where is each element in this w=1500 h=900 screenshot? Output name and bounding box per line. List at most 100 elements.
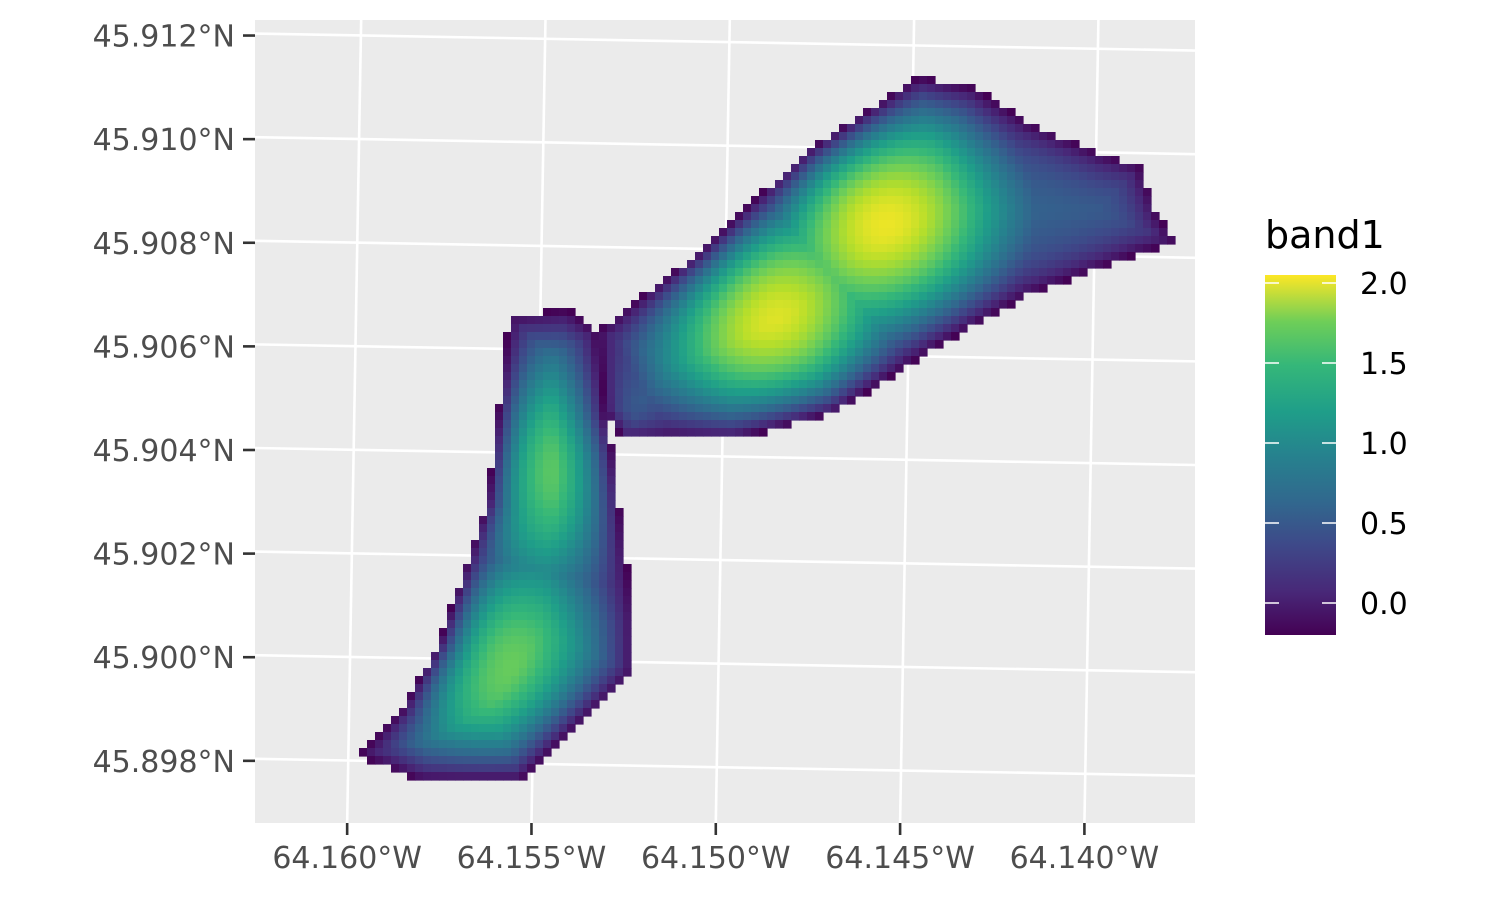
raster-cell [951,324,960,333]
raster-cell [951,100,960,109]
raster-cell [519,564,528,573]
raster-cell [551,716,560,725]
raster-cell [727,420,736,429]
raster-cell [607,484,616,493]
raster-cell [767,220,776,229]
raster-cell [759,380,768,389]
raster-cell [927,340,936,349]
raster-cell [535,668,544,677]
raster-cell [1007,212,1016,221]
raster-cell [551,500,560,509]
raster-cell [887,132,896,141]
raster-cell [951,108,960,117]
raster-cell [623,308,632,317]
raster-cell [503,348,512,357]
raster-cell [975,212,984,221]
raster-cell [1031,268,1040,277]
raster-cell [519,404,528,413]
raster-cell [1095,236,1104,245]
raster-cell [727,324,736,333]
raster-cell [583,388,592,397]
raster-cell [759,332,768,341]
raster-cell [823,380,832,389]
raster-cell [815,156,824,165]
raster-cell [567,364,576,373]
raster-cell [1023,132,1032,141]
raster-cell [975,276,984,285]
raster-cell [735,380,744,389]
raster-cell [535,340,544,349]
raster-cell [807,196,816,205]
raster-cell [911,284,920,293]
raster-cell [511,396,520,405]
raster-cell [751,404,760,413]
raster-cell [535,692,544,701]
raster-cell [599,428,608,437]
raster-cell [511,596,520,605]
raster-cell [743,300,752,309]
raster-cell [1047,220,1056,229]
raster-cell [807,148,816,157]
raster-cell [543,420,552,429]
raster-cell [679,420,688,429]
raster-cell [927,84,936,93]
raster-cell [719,364,728,373]
raster-cell [815,188,824,197]
raster-cell [855,268,864,277]
raster-cell [471,716,480,725]
raster-cell [735,268,744,277]
raster-cell [1063,188,1072,197]
raster-cell [599,476,608,485]
raster-cell [663,396,672,405]
raster-cell [895,164,904,173]
raster-cell [983,308,992,317]
raster-cell [559,500,568,509]
raster-cell [671,420,680,429]
raster-cell [831,268,840,277]
raster-cell [943,260,952,269]
raster-cell [1087,228,1096,237]
raster-cell [919,236,928,245]
raster-cell [799,316,808,325]
raster-cell [479,668,488,677]
raster-cell [815,380,824,389]
raster-cell [503,452,512,461]
raster-cell [535,708,544,717]
raster-cell [575,492,584,501]
raster-cell [703,356,712,365]
raster-cell [903,100,912,109]
raster-cell [919,228,928,237]
raster-cell [679,308,688,317]
raster-cell [839,172,848,181]
raster-cell [631,340,640,349]
raster-cell [535,324,544,333]
raster-cell [519,340,528,349]
raster-cell [503,620,512,629]
raster-cell [1023,228,1032,237]
raster-cell [583,540,592,549]
raster-cell [591,532,600,541]
raster-cell [767,324,776,333]
raster-cell [911,132,920,141]
raster-cell [543,620,552,629]
raster-cell [551,668,560,677]
raster-cell [487,700,496,709]
raster-cell [535,476,544,485]
raster-cell [559,364,568,373]
raster-cell [471,540,480,549]
raster-cell [687,268,696,277]
raster-cell [863,164,872,173]
raster-cell [583,580,592,589]
raster-cell [887,348,896,357]
raster-cell [895,364,904,373]
raster-cell [815,236,824,245]
raster-cell [775,364,784,373]
raster-cell [815,332,824,341]
raster-cell [1015,124,1024,133]
raster-cell [503,748,512,757]
raster-cell [543,596,552,605]
raster-cell [583,564,592,573]
raster-cell [1087,188,1096,197]
raster-cell [1127,252,1136,261]
raster-cell [1055,188,1064,197]
